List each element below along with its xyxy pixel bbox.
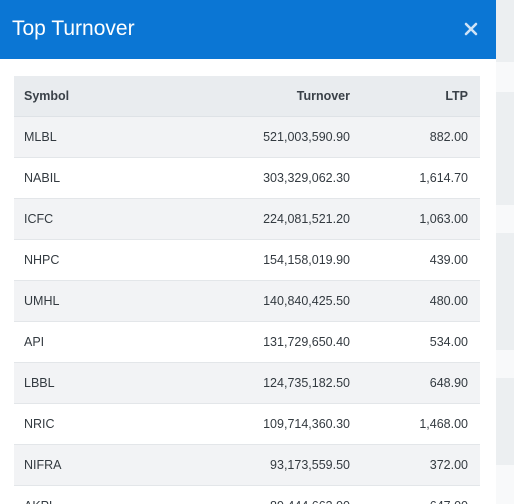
table-row: API 131,729,650.40 534.00	[14, 321, 480, 363]
cell-turnover: 140,840,425.50	[145, 280, 351, 322]
cell-symbol: API	[14, 321, 145, 363]
table-row: UMHL 140,840,425.50 480.00	[14, 280, 480, 322]
modal-title: Top Turnover	[12, 17, 135, 40]
cell-ltp: 439.00	[351, 239, 480, 281]
close-button[interactable]	[460, 18, 482, 40]
cell-turnover: 154,158,019.90	[145, 239, 351, 281]
cell-turnover: 303,329,062.30	[145, 157, 351, 199]
cell-symbol: MLBL	[14, 116, 145, 158]
column-header-ltp: LTP	[351, 76, 480, 117]
cell-ltp: 647.00	[351, 485, 480, 504]
cell-symbol: UMHL	[14, 280, 145, 322]
table-row: NIFRA 93,173,559.50 372.00	[14, 444, 480, 486]
cell-ltp: 648.90	[351, 362, 480, 404]
cell-turnover: 93,173,559.50	[145, 444, 351, 486]
cell-turnover: 89,444,663.90	[145, 485, 351, 504]
cell-ltp: 534.00	[351, 321, 480, 363]
turnover-table-container: Symbol Turnover LTP MLBL 521,003,590.90 …	[14, 76, 480, 504]
background-block	[496, 62, 514, 92]
cell-symbol: AKPL	[14, 485, 145, 504]
top-turnover-modal: Top Turnover Symbol Turnover LTP MLBL 52…	[0, 0, 496, 504]
cell-ltp: 882.00	[351, 116, 480, 158]
table-header-row: Symbol Turnover LTP	[14, 76, 480, 117]
background-page-edge	[496, 0, 514, 504]
background-block	[496, 350, 514, 378]
table-row: NHPC 154,158,019.90 439.00	[14, 239, 480, 281]
cell-ltp: 1,063.00	[351, 198, 480, 240]
column-header-symbol: Symbol	[14, 76, 145, 117]
turnover-table: Symbol Turnover LTP MLBL 521,003,590.90 …	[14, 76, 480, 504]
cell-turnover: 109,714,360.30	[145, 403, 351, 445]
table-row: AKPL 89,444,663.90 647.00	[14, 485, 480, 504]
cell-symbol: NABIL	[14, 157, 145, 199]
cell-symbol: NHPC	[14, 239, 145, 281]
cell-turnover: 131,729,650.40	[145, 321, 351, 363]
table-row: NRIC 109,714,360.30 1,468.00	[14, 403, 480, 445]
cell-turnover: 224,081,521.20	[145, 198, 351, 240]
table-row: MLBL 521,003,590.90 882.00	[14, 116, 480, 158]
background-block	[496, 205, 514, 233]
cell-ltp: 372.00	[351, 444, 480, 486]
table-row: LBBL 124,735,182.50 648.90	[14, 362, 480, 404]
background-block	[496, 465, 514, 504]
cell-symbol: LBBL	[14, 362, 145, 404]
cell-ltp: 480.00	[351, 280, 480, 322]
cell-ltp: 1,614.70	[351, 157, 480, 199]
cell-ltp: 1,468.00	[351, 403, 480, 445]
column-header-turnover: Turnover	[145, 76, 351, 117]
cell-turnover: 521,003,590.90	[145, 116, 351, 158]
cell-symbol: NIFRA	[14, 444, 145, 486]
cell-symbol: NRIC	[14, 403, 145, 445]
table-row: ICFC 224,081,521.20 1,063.00	[14, 198, 480, 240]
modal-header: Top Turnover	[0, 0, 496, 59]
cell-turnover: 124,735,182.50	[145, 362, 351, 404]
close-icon	[464, 22, 478, 36]
cell-symbol: ICFC	[14, 198, 145, 240]
table-row: NABIL 303,329,062.30 1,614.70	[14, 157, 480, 199]
